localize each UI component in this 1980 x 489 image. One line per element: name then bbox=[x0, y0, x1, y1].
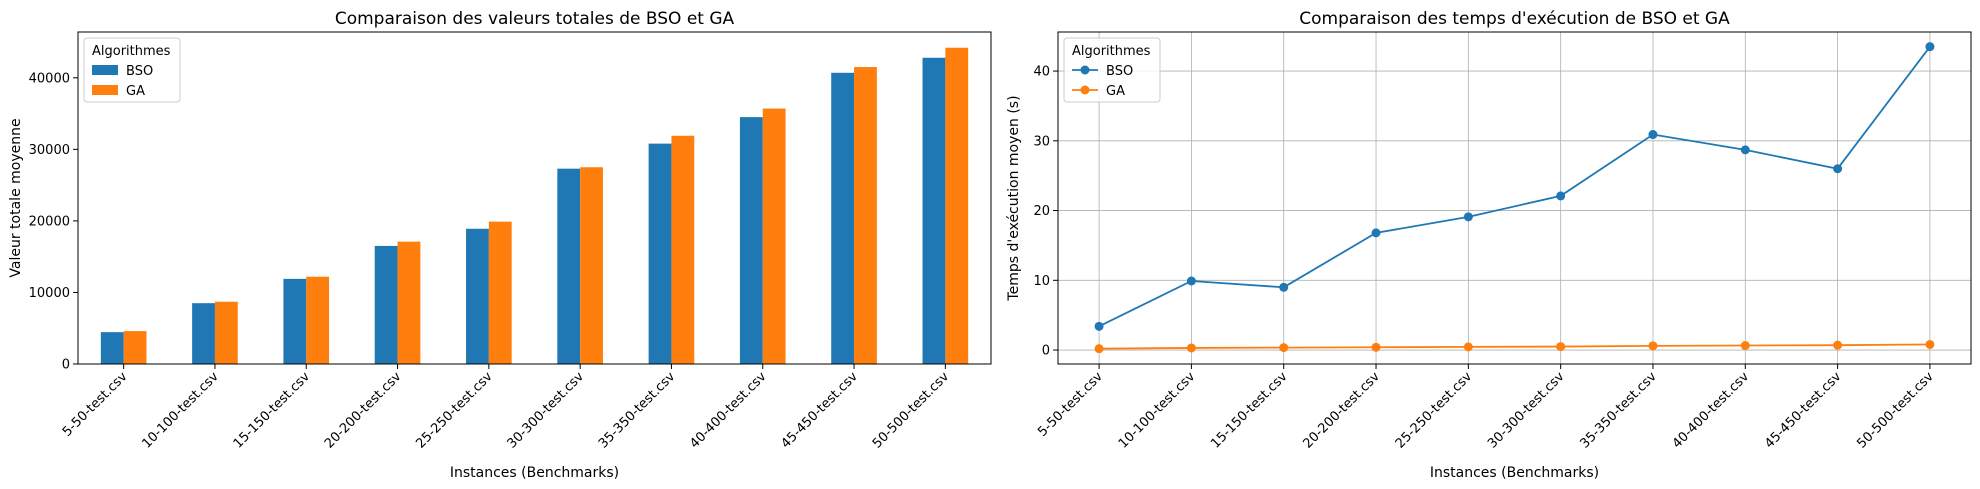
legend-marker-ga bbox=[1080, 85, 1090, 95]
legend-title: Algorithmes bbox=[92, 44, 171, 59]
bar-ga bbox=[762, 108, 786, 364]
x-tick-label: 10-100-test.csv bbox=[139, 369, 222, 452]
x-tick-label: 50-500-test.csv bbox=[1854, 369, 1937, 452]
point-ga bbox=[1279, 343, 1289, 353]
bar-bso bbox=[831, 72, 855, 364]
y-tick-label: 10 bbox=[1033, 274, 1050, 289]
bar-bso bbox=[283, 278, 307, 364]
x-tick-label: 45-450-test.csv bbox=[779, 369, 862, 452]
y-tick-label: 40 bbox=[1033, 65, 1050, 80]
y-axis-label: Valeur totale moyenne bbox=[8, 118, 24, 277]
point-ga bbox=[1740, 341, 1750, 351]
legend-label-ga: GA bbox=[126, 84, 145, 99]
y-tick-label: 30 bbox=[1033, 134, 1050, 149]
x-tick-label: 20-200-test.csv bbox=[322, 369, 405, 452]
legend-label-ga: GA bbox=[1106, 84, 1125, 99]
x-tick-label: 35-350-test.csv bbox=[596, 369, 679, 452]
bar-ga bbox=[214, 301, 238, 364]
bar-chart-panel: 0 10000 20000 30000 40000 5-50-test.csv 10-100… bbox=[8, 9, 992, 481]
bar-ga bbox=[306, 276, 330, 364]
x-tick-label: 35-350-test.csv bbox=[1577, 369, 1660, 452]
bar-ga bbox=[671, 135, 695, 364]
bar-ga bbox=[854, 67, 877, 364]
y-tick-label: 0 bbox=[62, 358, 70, 373]
bar-bso bbox=[466, 228, 489, 364]
bar-ga bbox=[488, 221, 512, 364]
series-line-ga bbox=[1099, 343, 1930, 350]
bar-bso bbox=[374, 245, 398, 364]
chart-title: Comparaison des valeurs totales de BSO e… bbox=[335, 9, 735, 29]
legend: Algorithmes BSO GA bbox=[1063, 37, 1161, 103]
y-tick-label: 20 bbox=[1033, 204, 1050, 219]
y-tick-label: 0 bbox=[1042, 344, 1050, 359]
legend-swatch-ga bbox=[92, 85, 118, 95]
x-tick-label: 50-500-test.csv bbox=[870, 369, 953, 452]
bar-ga bbox=[123, 331, 147, 364]
chart-title: Comparaison des temps d'exécution de BSO… bbox=[1299, 9, 1730, 29]
bar-ga bbox=[397, 241, 421, 364]
point-bso bbox=[1833, 164, 1843, 174]
y-tick-label: 30000 bbox=[29, 143, 70, 158]
bar-bso bbox=[739, 117, 763, 365]
point-bso bbox=[1925, 42, 1935, 52]
point-bso bbox=[1371, 228, 1381, 238]
point-ga bbox=[1094, 344, 1104, 354]
x-tick-label: 30-300-test.csv bbox=[505, 369, 588, 452]
y-axis-label: Temps d'exécution moyen (s) bbox=[1006, 95, 1022, 301]
legend-swatch-bso bbox=[92, 65, 118, 75]
line-chart-panel: 0 10 20 30 40 5-50-test.csv 10-100-test.csv 15-… bbox=[1006, 9, 1972, 481]
y-tick-label: 10000 bbox=[29, 286, 70, 301]
x-tick-label: 5-50-test.csv bbox=[60, 369, 131, 440]
y-tick-label: 20000 bbox=[29, 214, 70, 229]
legend-marker-bso bbox=[1080, 65, 1090, 75]
point-bso bbox=[1094, 321, 1104, 331]
point-ga bbox=[1371, 342, 1381, 352]
legend: Algorithmes BSO GA bbox=[83, 37, 181, 103]
point-ga bbox=[1556, 342, 1566, 352]
x-tick-label: 45-450-test.csv bbox=[1762, 369, 1845, 452]
bar-bso bbox=[192, 303, 215, 364]
legend-box bbox=[1063, 37, 1161, 103]
bar-bso bbox=[922, 57, 946, 365]
x-tick-label: 25-250-test.csv bbox=[413, 369, 496, 452]
bar-ga bbox=[945, 47, 969, 364]
point-bso bbox=[1556, 191, 1566, 201]
bar-bso bbox=[557, 168, 581, 364]
plot-frame bbox=[77, 31, 992, 365]
point-bso bbox=[1279, 282, 1289, 292]
point-ga bbox=[1648, 341, 1658, 351]
x-tick-label: 10-100-test.csv bbox=[1116, 369, 1199, 452]
x-tick-label: 5-50-test.csv bbox=[1035, 369, 1106, 440]
x-tick-label: 25-250-test.csv bbox=[1393, 369, 1476, 452]
point-ga bbox=[1186, 343, 1196, 353]
x-tick-label: 15-150-test.csv bbox=[1208, 369, 1291, 452]
x-tick-label: 30-300-test.csv bbox=[1485, 369, 1568, 452]
x-tick-label: 40-400-test.csv bbox=[687, 369, 770, 452]
x-tick-label: 20-200-test.csv bbox=[1301, 369, 1384, 452]
legend-label-bso: BSO bbox=[1106, 64, 1133, 79]
plot-frame bbox=[1057, 31, 1972, 365]
bar-bso bbox=[648, 143, 672, 364]
point-bso bbox=[1186, 276, 1196, 286]
point-ga bbox=[1463, 342, 1473, 352]
bar-bso bbox=[100, 332, 124, 364]
point-ga bbox=[1925, 339, 1935, 349]
point-ga bbox=[1833, 340, 1843, 350]
x-tick-label: 40-400-test.csv bbox=[1670, 369, 1753, 452]
point-bso bbox=[1463, 212, 1473, 222]
y-tick-label: 40000 bbox=[29, 71, 70, 86]
x-tick-label: 15-150-test.csv bbox=[231, 369, 314, 452]
series-line-bso bbox=[1098, 46, 1931, 328]
point-bso bbox=[1648, 130, 1658, 140]
bar-ga bbox=[580, 167, 603, 364]
point-bso bbox=[1740, 145, 1750, 155]
legend-label-bso: BSO bbox=[126, 64, 153, 79]
x-axis-label: Instances (Benchmarks) bbox=[1430, 465, 1599, 481]
legend-title: Algorithmes bbox=[1072, 44, 1151, 59]
x-axis-label: Instances (Benchmarks) bbox=[450, 465, 619, 481]
